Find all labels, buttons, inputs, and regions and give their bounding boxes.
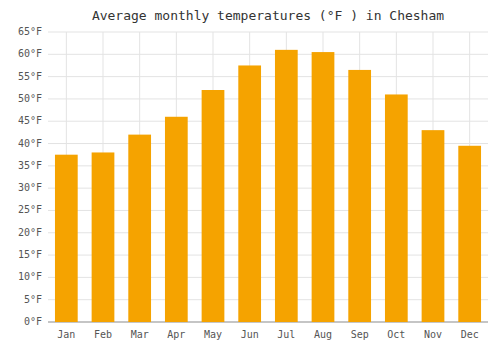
x-tick-label: Aug (314, 329, 332, 340)
y-grid-line (48, 76, 488, 77)
x-tick-label: Jan (57, 329, 75, 340)
y-grid-line (48, 98, 488, 99)
bar (422, 130, 445, 322)
title: Average monthly temperatures (°F ) in Ch… (92, 8, 444, 23)
bar (312, 52, 335, 322)
x-tick-label: Sep (351, 329, 369, 340)
y-tick-label: 55°F (18, 71, 42, 82)
y-tick-label: 30°F (18, 182, 42, 193)
bar (165, 117, 188, 322)
y-tick-label: 15°F (18, 249, 42, 260)
bar (385, 94, 408, 322)
bar (275, 50, 298, 322)
bar (92, 152, 115, 322)
x-tick-label: Mar (131, 329, 149, 340)
y-tick-label: 5°F (24, 294, 42, 305)
y-tick-label: 50°F (18, 93, 42, 104)
bar (458, 146, 481, 322)
x-tick-label: May (204, 329, 222, 340)
bar (348, 70, 371, 322)
x-tick-label: Jun (241, 329, 259, 340)
x-tick-label: Apr (167, 329, 185, 340)
y-tick-label: 10°F (18, 271, 42, 282)
y-tick-label: 60°F (18, 48, 42, 59)
y-grid-line (48, 54, 488, 55)
bar (128, 135, 151, 322)
x-tick-label: Nov (424, 329, 442, 340)
bar (202, 90, 225, 322)
x-tick-label: Oct (387, 329, 405, 340)
y-tick-label: 20°F (18, 227, 42, 238)
x-tick-label: Jul (277, 329, 295, 340)
y-tick-label: 0°F (24, 316, 42, 327)
y-tick-label: 65°F (18, 26, 42, 37)
axes: 0°F 5°F 10°F 15°F 20°F 25°F 30°F 35°F 40°F 45°F 50… (18, 26, 488, 340)
y-grid-line (48, 32, 488, 33)
y-tick-label: 25°F (18, 204, 42, 215)
y-tick-label: 45°F (18, 115, 42, 126)
y-tick-label: 35°F (18, 160, 42, 171)
y-tick-label: 40°F (18, 138, 42, 149)
bar (55, 155, 78, 322)
x-tick-label: Dec (461, 329, 479, 340)
bars (55, 50, 481, 322)
bar (238, 65, 261, 322)
grid (48, 32, 488, 322)
y-grid-line (48, 121, 488, 122)
chart: 0°F 5°F 10°F 15°F 20°F 25°F 30°F 35°F 40°F 45°F 50… (0, 0, 500, 350)
x-tick-label: Feb (94, 329, 112, 340)
